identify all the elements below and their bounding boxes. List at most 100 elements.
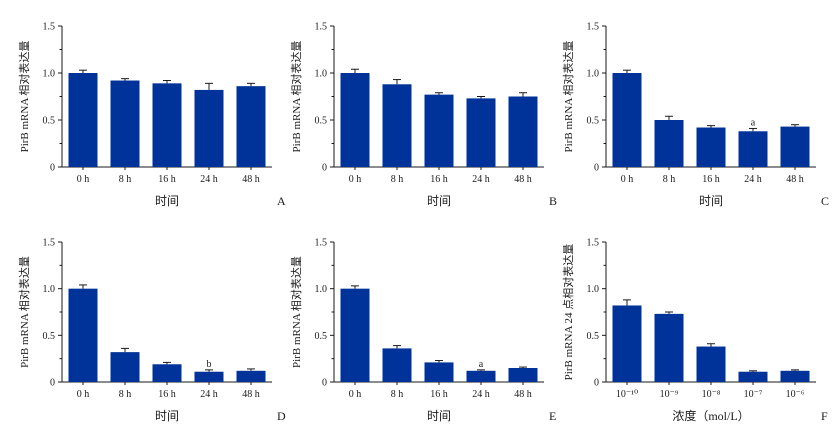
bar bbox=[780, 370, 810, 382]
x-axis-label: 时间 bbox=[155, 409, 179, 423]
x-tick-label: 16 h bbox=[702, 174, 720, 185]
bar bbox=[508, 368, 538, 382]
x-axis-label: 时间 bbox=[699, 194, 723, 208]
bar bbox=[152, 83, 182, 167]
x-tick-label: 48 h bbox=[514, 389, 532, 400]
panel-letter: C bbox=[821, 194, 829, 208]
y-tick-label: 0 bbox=[50, 163, 55, 174]
x-tick-label: 8 h bbox=[119, 389, 132, 400]
y-tick-label: 1.0 bbox=[315, 69, 328, 80]
x-tick-label: 8 h bbox=[391, 174, 404, 185]
panel-a: 0 0.5 1.0 1.5 PirB mRNA 相对表达量 0 h 8 h 16 h 24 h 4… bbox=[17, 22, 286, 209]
x-tick-label: 8 h bbox=[119, 174, 132, 185]
y-tick-label: 1.5 bbox=[43, 22, 56, 33]
y-tick-label: 0 bbox=[322, 378, 327, 389]
y-tick-label: 0.5 bbox=[43, 116, 56, 127]
bar bbox=[194, 89, 224, 167]
y-tick-label: 0 bbox=[594, 163, 599, 174]
x-tick-label: 10⁻⁸ bbox=[702, 389, 721, 400]
bar bbox=[68, 288, 98, 382]
y-tick-label: 1.0 bbox=[315, 284, 328, 295]
y-tick-label: 0 bbox=[594, 378, 599, 389]
bar bbox=[340, 73, 370, 167]
bar bbox=[780, 126, 810, 167]
x-tick-label: 48 h bbox=[242, 389, 260, 400]
y-axis-label: PirB mRNA 相对表达量 bbox=[561, 41, 575, 153]
x-axis-label: 时间 bbox=[427, 194, 451, 208]
y-tick-label: 1.0 bbox=[43, 284, 56, 295]
panel-b: 0 0.5 1.0 1.5 PirB mRNA 相对表达量 0 h 8 h 16 h 24 h 4… bbox=[289, 22, 557, 209]
x-tick-label: 10⁻⁹ bbox=[660, 389, 679, 400]
bar bbox=[696, 127, 726, 167]
x-tick-label: 0 h bbox=[349, 389, 362, 400]
x-axis-label: 时间 bbox=[155, 194, 179, 208]
bar bbox=[152, 364, 182, 382]
y-tick-label: 1.5 bbox=[587, 22, 600, 33]
x-tick-label: 16 h bbox=[430, 389, 448, 400]
significance-label: a bbox=[479, 359, 484, 370]
x-tick-label: 8 h bbox=[391, 389, 404, 400]
bar bbox=[340, 288, 370, 382]
significance-label: b bbox=[207, 359, 212, 370]
bar bbox=[738, 371, 768, 382]
x-tick-label: 16 h bbox=[430, 174, 448, 185]
x-tick-label: 48 h bbox=[514, 174, 532, 185]
bar bbox=[236, 86, 266, 167]
panel-f: 0 0.5 1.0 1.5 PirB mRNA 24 点相对表达量 10⁻¹⁰ 10⁻⁹ 10… bbox=[561, 238, 828, 424]
x-tick-label: 10⁻¹⁰ bbox=[616, 389, 638, 400]
bar bbox=[382, 348, 412, 382]
bar bbox=[382, 84, 412, 167]
x-tick-label: 0 h bbox=[349, 174, 362, 185]
x-tick-label: 10⁻⁷ bbox=[744, 389, 763, 400]
x-tick-label: 0 h bbox=[77, 389, 90, 400]
bar bbox=[68, 73, 98, 167]
y-tick-label: 0.5 bbox=[587, 116, 600, 127]
y-tick-label: 0 bbox=[322, 163, 327, 174]
x-axis-label: 时间 bbox=[427, 409, 451, 423]
x-tick-label: 24 h bbox=[200, 389, 218, 400]
y-tick-label: 1.5 bbox=[43, 238, 56, 249]
y-tick-label: 1.5 bbox=[315, 238, 328, 249]
panel-c: 0 0.5 1.0 1.5 PirB mRNA 相对表达量 0 h 8 h 16 h 24 h a… bbox=[561, 22, 829, 209]
y-tick-label: 1.0 bbox=[43, 69, 56, 80]
x-axis-label: 浓度（mol/L） bbox=[672, 408, 749, 423]
panel-letter: A bbox=[277, 194, 286, 208]
bar bbox=[696, 346, 726, 382]
y-tick-label: 0.5 bbox=[587, 331, 600, 342]
bar bbox=[654, 120, 684, 167]
x-tick-label: 10⁻⁶ bbox=[786, 389, 805, 400]
x-tick-label: 24 h bbox=[200, 174, 218, 185]
y-axis-label: PirB mRNA 相对表达量 bbox=[289, 41, 303, 153]
y-axis-label: PirB mRNA 相对表达量 bbox=[17, 41, 31, 153]
y-tick-label: 0.5 bbox=[315, 116, 328, 127]
bar bbox=[466, 98, 496, 167]
y-axis-label: PirB mRNA 24 点相对表达量 bbox=[561, 244, 575, 381]
bar bbox=[236, 370, 266, 382]
panel-letter: B bbox=[549, 194, 557, 208]
bar bbox=[194, 371, 224, 382]
x-tick-label: 0 h bbox=[77, 174, 90, 185]
bar bbox=[110, 352, 140, 382]
bar bbox=[110, 80, 140, 167]
x-tick-label: 16 h bbox=[158, 389, 176, 400]
x-tick-label: 48 h bbox=[242, 174, 260, 185]
x-tick-label: 48 h bbox=[786, 174, 804, 185]
x-tick-label: 24 h bbox=[472, 174, 490, 185]
y-axis-label: PirB mRNA 相对表达量 bbox=[289, 256, 303, 368]
x-tick-label: 24 h bbox=[472, 389, 490, 400]
bar bbox=[424, 94, 454, 167]
y-axis-label: PirB mRNA 相对表达量 bbox=[17, 256, 31, 368]
x-tick-label: 8 h bbox=[663, 174, 676, 185]
bar bbox=[508, 96, 538, 167]
bar bbox=[612, 305, 642, 382]
bar bbox=[654, 313, 684, 382]
bar bbox=[612, 73, 642, 167]
y-tick-label: 0.5 bbox=[315, 331, 328, 342]
y-tick-label: 1.0 bbox=[587, 69, 600, 80]
bar bbox=[466, 370, 496, 382]
bar bbox=[424, 362, 454, 382]
y-tick-label: 0 bbox=[50, 378, 55, 389]
panel-letter: F bbox=[821, 409, 828, 423]
y-tick-label: 1.5 bbox=[315, 22, 328, 33]
significance-label: a bbox=[751, 117, 756, 128]
